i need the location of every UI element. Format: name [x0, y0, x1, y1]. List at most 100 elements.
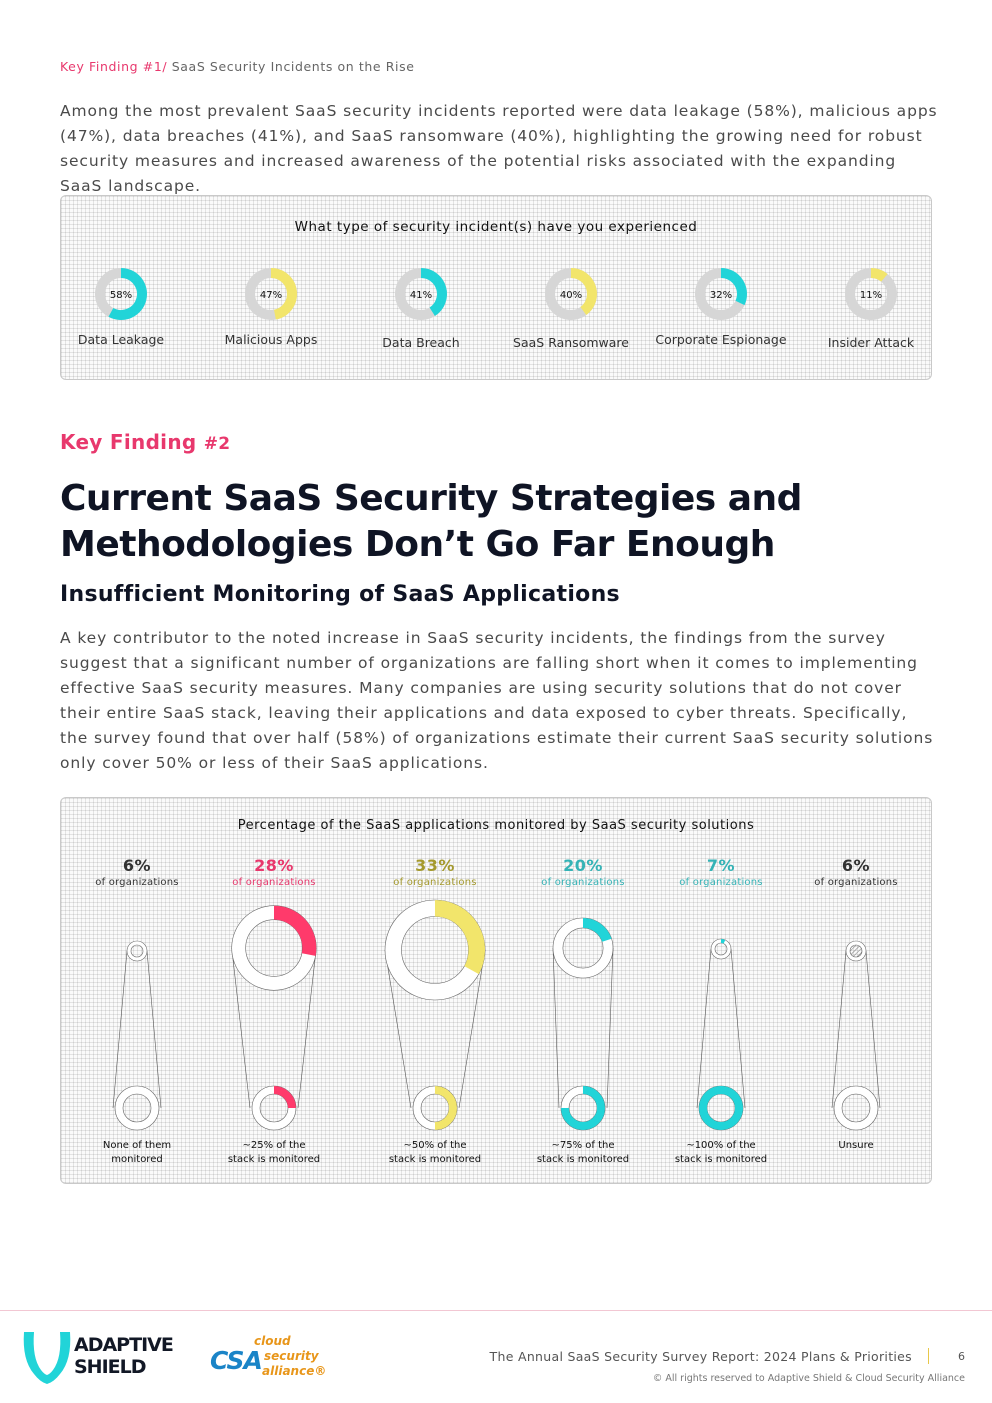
chain-band-left [552, 947, 560, 1109]
chain-band-left [384, 949, 412, 1109]
percentage-value: 7% [706, 856, 736, 875]
bottom-donut-inner-outline [568, 1093, 598, 1123]
donut-category-label: Corporate Espionage [655, 332, 787, 347]
footer-divider [0, 1310, 992, 1311]
donut-slice [570, 268, 597, 316]
bottom-donut-coverage-slice [434, 1086, 457, 1130]
donut-category-label: Data Leakage [77, 332, 165, 347]
donut-chart: 41% [395, 268, 447, 320]
body-paragraph: A key contributor to the noted increase … [60, 629, 934, 772]
bottom-donut-inner-outline [841, 1093, 871, 1123]
percentage-value: 33% [415, 856, 455, 875]
percentage-value: 20% [563, 856, 603, 875]
donut-item: 41% Data Breach [346, 266, 496, 350]
logo-line-2: SHIELD [74, 1356, 147, 1378]
donut-item: 40% SaaS Ransomware [496, 266, 646, 350]
key-finding-number: #2 [203, 434, 231, 454]
donut-value-label: 58% [110, 290, 132, 301]
percentage-sub-label: of organizations [95, 877, 179, 888]
chain-item [384, 899, 486, 1131]
top-donut-track [127, 941, 147, 961]
chain-item [696, 938, 746, 1131]
top-donut-track [846, 941, 866, 961]
donut-chart: 32% [695, 268, 747, 320]
key-finding-text: Key Finding [60, 430, 197, 454]
bottom-donut-track [115, 1086, 159, 1130]
percentage-sub-label: of organizations [541, 877, 625, 888]
top-donut-inner-outline [714, 942, 728, 956]
chain-band-right [146, 950, 162, 1109]
page-number: 6 [958, 1350, 965, 1363]
csa-word-2: security [264, 1349, 319, 1363]
page-title-line-1: Current SaaS Security Strategies and [60, 478, 802, 519]
category-label-line: monitored [111, 1154, 163, 1165]
donut-value-label: 11% [860, 290, 882, 301]
percentage-value: 6% [841, 856, 871, 875]
breadcrumb-key: Key Finding #1/ [60, 59, 168, 74]
chain-chart-graphic [112, 899, 881, 1131]
percentage-sub-label: of organizations [679, 877, 763, 888]
percentage-sub-label: of organizations [232, 877, 316, 888]
top-donut-inner-outline [849, 944, 863, 958]
top-donut-track [711, 939, 731, 959]
chain-item [231, 905, 317, 1131]
category-label-line: ~75% of the [551, 1140, 615, 1151]
chain-band-left [831, 950, 847, 1109]
chain-band-left [112, 950, 128, 1109]
chart-title: Percentage of the SaaS applications moni… [237, 818, 755, 833]
chain-band-right [865, 950, 881, 1109]
csa-word-1: cloud [254, 1334, 291, 1348]
bottom-donut-outline [114, 1085, 160, 1131]
monitoring-coverage-chart: Percentage of the SaaS applications moni… [60, 797, 932, 1184]
top-donut-inner-outline [130, 944, 144, 958]
category-label-line: stack is monitored [227, 1154, 321, 1165]
category-label-line: Unsure [838, 1140, 874, 1151]
donut-category-label: Malicious Apps [224, 332, 318, 347]
key-finding-label: Key Finding #2 [60, 430, 230, 454]
category-label-line: None of them [102, 1140, 172, 1151]
donut-category-label: Insider Attack [827, 335, 915, 350]
top-donut-inner-outline [401, 916, 469, 984]
chain-item [552, 917, 614, 1131]
bottom-donut-outline [833, 1085, 879, 1131]
donut-slice [420, 268, 447, 316]
percentage-value: 28% [254, 856, 294, 875]
chain-item [112, 940, 162, 1131]
chain-band-right [730, 948, 746, 1109]
bottom-donut-coverage-slice [699, 1086, 743, 1130]
percentage-sub-label: of organizations [814, 877, 898, 888]
top-donut-slice [582, 918, 612, 943]
page-title: Current SaaS Security Strategies and Met… [60, 476, 940, 568]
donut-slice [720, 268, 747, 306]
category-label-line: stack is monitored [388, 1154, 482, 1165]
category-label-line: stack is monitored [674, 1154, 768, 1165]
bottom-donut-inner-outline [420, 1093, 450, 1123]
chart-title: What type of security incident(s) have y… [294, 219, 698, 235]
intro-paragraph: Among the most prevalent SaaS security i… [60, 102, 938, 195]
donut-slice [870, 268, 888, 282]
donut-value-label: 41% [410, 290, 432, 301]
top-donut-outline [126, 940, 148, 962]
report-title: The Annual SaaS Security Survey Report: … [489, 1349, 912, 1364]
top-donut-inner-outline [562, 927, 604, 969]
donut-item: 11% Insider Attack [796, 266, 931, 350]
donut-slice [108, 268, 147, 320]
category-label-line: ~100% of the [686, 1140, 756, 1151]
chain-band-left [696, 948, 712, 1109]
adaptive-shield-logo-text: ADAPTIVE SHIELD [74, 1334, 174, 1378]
percentage-value: 6% [122, 856, 152, 875]
footer-separator [928, 1348, 929, 1364]
donut-value-label: 32% [710, 290, 732, 301]
category-label-line: stack is monitored [536, 1154, 630, 1165]
percentage-sub-label: of organizations [393, 877, 477, 888]
top-donut-slice [273, 905, 317, 956]
donut-chart: 40% [545, 268, 597, 320]
donut-slice [270, 268, 297, 320]
incident-types-chart: What type of security incident(s) have y… [60, 195, 932, 380]
copyright-notice: © All rights reserved to Adaptive Shield… [652, 1373, 965, 1384]
adaptive-shield-logo-icon [23, 1332, 71, 1384]
donut-item: 58% Data Leakage [61, 266, 196, 347]
category-label-line: ~25% of the [242, 1140, 306, 1151]
csa-word-3: alliance® [262, 1364, 327, 1378]
category-label: None of them monitored [67, 1139, 207, 1167]
